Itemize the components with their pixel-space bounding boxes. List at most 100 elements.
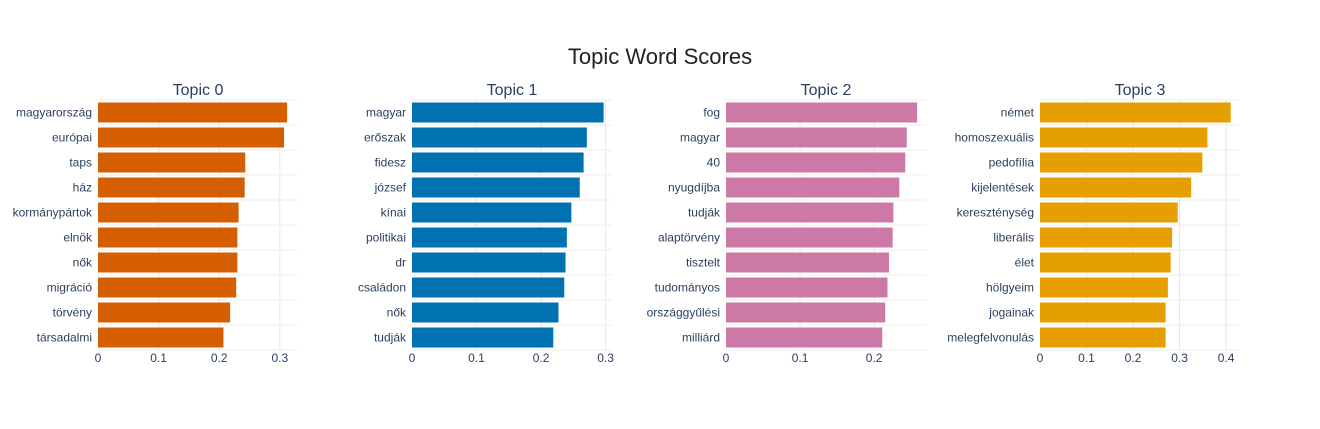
category-label: hölgyeim bbox=[986, 281, 1034, 295]
category-label: társadalmi bbox=[37, 331, 92, 345]
category-label: pedofília bbox=[989, 156, 1035, 170]
bar bbox=[1040, 252, 1171, 273]
bar bbox=[98, 102, 288, 123]
bar bbox=[412, 127, 587, 148]
bar bbox=[726, 102, 918, 123]
bar bbox=[98, 277, 237, 298]
bar bbox=[726, 277, 888, 298]
bar bbox=[98, 302, 231, 323]
category-label: tudományos bbox=[655, 281, 720, 295]
category-label: törvény bbox=[53, 306, 92, 320]
bar bbox=[1040, 102, 1231, 123]
bar bbox=[726, 302, 886, 323]
panel-title: Topic 0 bbox=[173, 82, 224, 99]
category-label: kereszténység bbox=[957, 206, 1034, 220]
bar bbox=[98, 252, 238, 273]
bar bbox=[726, 152, 906, 173]
category-label: élet bbox=[1015, 256, 1035, 270]
x-tick-label: 0.1 bbox=[792, 351, 809, 365]
category-label: ház bbox=[73, 181, 92, 195]
bar bbox=[412, 102, 604, 123]
category-label: jogainak bbox=[988, 306, 1035, 320]
x-tick-label: 0.2 bbox=[211, 351, 228, 365]
category-label: nők bbox=[73, 256, 93, 270]
x-tick-label: 0 bbox=[723, 351, 730, 365]
panel-topic-0: Topic 0 magyarország európai taps ház kormány… bbox=[13, 82, 298, 365]
category-label: fog bbox=[703, 106, 720, 120]
bar bbox=[98, 327, 224, 348]
x-tick-label: 0.2 bbox=[1125, 351, 1142, 365]
bar bbox=[98, 152, 246, 173]
category-label: nyugdíjba bbox=[668, 181, 720, 195]
bar bbox=[726, 127, 907, 148]
panel-title: Topic 2 bbox=[801, 82, 852, 99]
bar bbox=[726, 252, 889, 273]
x-tick-label: 0.1 bbox=[150, 351, 167, 365]
panel-title: Topic 1 bbox=[487, 82, 538, 99]
bar bbox=[98, 177, 245, 198]
bar bbox=[412, 202, 572, 223]
bar bbox=[726, 327, 883, 348]
category-label: milliárd bbox=[682, 331, 720, 345]
category-label: józsef bbox=[374, 181, 407, 195]
category-label: tisztelt bbox=[686, 256, 721, 270]
bar bbox=[412, 302, 559, 323]
x-tick-label: 0.4 bbox=[1218, 351, 1235, 365]
bar bbox=[412, 327, 554, 348]
panel-topic-2: Topic 2 fog magyar 40 nyugdíjba tudják alaptör… bbox=[647, 82, 926, 365]
bar bbox=[1040, 327, 1166, 348]
bar bbox=[1040, 152, 1203, 173]
bar bbox=[1040, 227, 1173, 248]
panel-topic-1: Topic 1 magyar erőszak fidesz józsef kínai pol… bbox=[358, 82, 614, 365]
bar bbox=[1040, 277, 1168, 298]
bar bbox=[1040, 177, 1192, 198]
category-label: magyar bbox=[366, 106, 406, 120]
category-label: kormánypártok bbox=[13, 206, 93, 220]
category-label: európai bbox=[52, 131, 92, 145]
category-label: kínai bbox=[381, 206, 406, 220]
chart-title: Topic Word Scores bbox=[567, 44, 753, 69]
category-label: kijelentések bbox=[971, 181, 1035, 195]
category-label: migráció bbox=[47, 281, 93, 295]
bar bbox=[98, 227, 238, 248]
bar bbox=[726, 177, 900, 198]
category-label: taps bbox=[69, 156, 92, 170]
x-tick-label: 0.3 bbox=[597, 351, 614, 365]
bar bbox=[1040, 302, 1166, 323]
category-label: tudják bbox=[374, 331, 407, 345]
bar bbox=[412, 177, 580, 198]
x-tick-label: 0 bbox=[95, 351, 102, 365]
x-tick-label: 0.3 bbox=[271, 351, 288, 365]
category-label: melegfelvonulás bbox=[947, 331, 1034, 345]
category-label: elnök bbox=[63, 231, 93, 245]
x-tick-label: 0.1 bbox=[468, 351, 485, 365]
bar bbox=[98, 127, 285, 148]
category-label: alaptörvény bbox=[658, 231, 720, 245]
category-label: nők bbox=[387, 306, 407, 320]
category-label: fidesz bbox=[375, 156, 406, 170]
category-label: politikai bbox=[366, 231, 406, 245]
category-label: liberális bbox=[993, 231, 1034, 245]
bar bbox=[1040, 127, 1208, 148]
bar bbox=[412, 227, 567, 248]
category-label: homoszexuális bbox=[955, 131, 1034, 145]
category-label: magyarország bbox=[16, 106, 92, 120]
panel-title: Topic 3 bbox=[1115, 82, 1166, 99]
category-label: német bbox=[1001, 106, 1035, 120]
x-tick-label: 0.2 bbox=[866, 351, 883, 365]
bar bbox=[726, 202, 894, 223]
category-label: 40 bbox=[707, 156, 721, 170]
bar bbox=[412, 277, 565, 298]
category-label: országgyűlési bbox=[647, 306, 720, 320]
bar bbox=[726, 227, 893, 248]
bar bbox=[412, 252, 566, 273]
bar bbox=[412, 152, 584, 173]
category-label: erőszak bbox=[364, 131, 407, 145]
x-tick-label: 0.3 bbox=[1171, 351, 1188, 365]
bar bbox=[98, 202, 239, 223]
x-tick-label: 0.1 bbox=[1078, 351, 1095, 365]
bar bbox=[1040, 202, 1178, 223]
category-label: magyar bbox=[680, 131, 720, 145]
